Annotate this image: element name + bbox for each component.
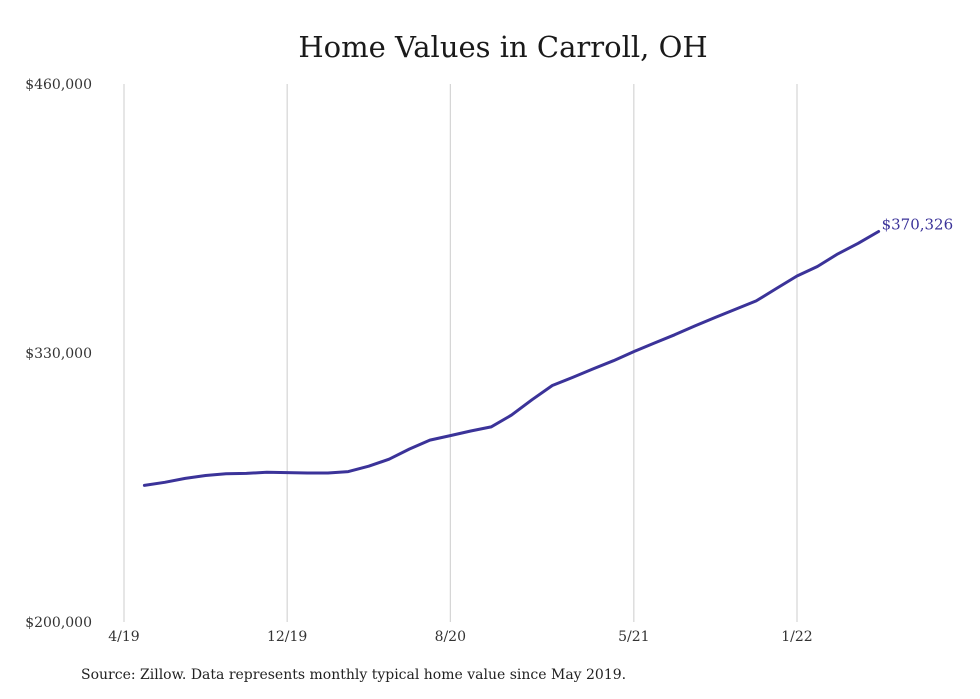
x-tick-label-3: 5/21 <box>618 629 649 645</box>
x-tick-label-1: 12/19 <box>267 629 307 645</box>
y-tick-label-2: $460,000 <box>25 77 92 93</box>
end-value-label: $370,326 <box>882 216 954 234</box>
x-axis-ticks: 4/19 12/19 8/20 5/21 1/22 <box>108 629 812 645</box>
annotations: $370,326 <box>882 216 954 234</box>
series-line-0 <box>142 230 881 487</box>
series-layer <box>142 230 881 487</box>
grid-lines <box>123 84 798 622</box>
source-note: Source: Zillow. Data represents monthly … <box>81 667 627 683</box>
x-tick-label-2: 8/20 <box>435 629 466 645</box>
x-tick-label-0: 4/19 <box>108 629 139 645</box>
chart-title: Home Values in Carroll, OH <box>298 30 708 64</box>
x-tick-label-4: 1/22 <box>781 629 812 645</box>
y-tick-label-0: $200,000 <box>25 615 92 631</box>
y-axis-ticks: $200,000 $330,000 $460,000 <box>25 77 92 631</box>
y-tick-label-1: $330,000 <box>25 346 92 362</box>
